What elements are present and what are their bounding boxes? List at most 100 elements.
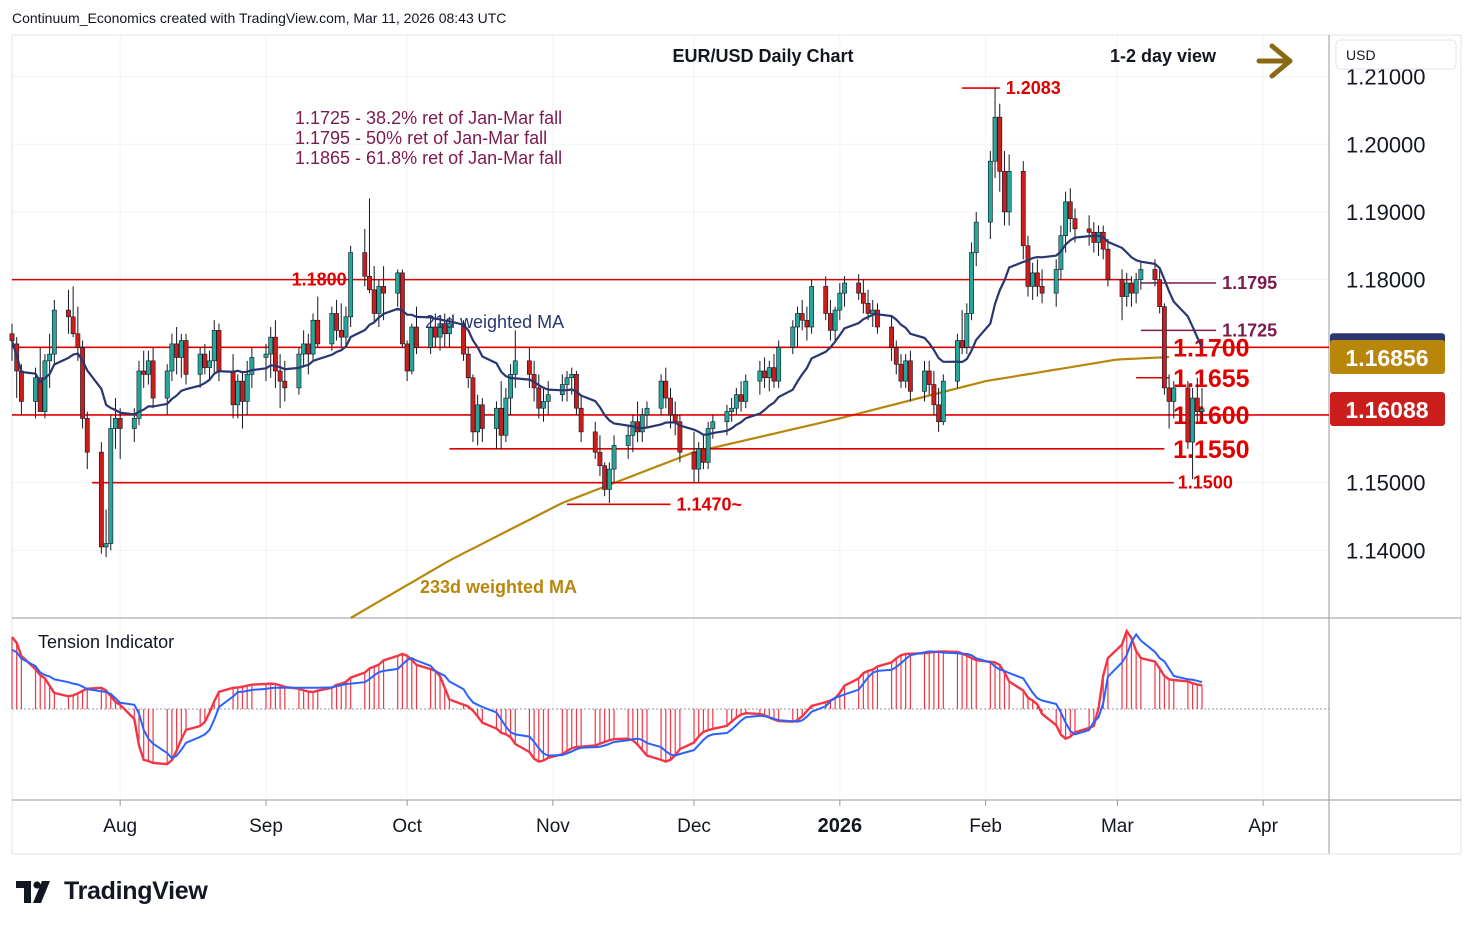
- candle-body-117: [776, 347, 782, 382]
- candle-body-22: [150, 360, 156, 399]
- candle-body-46: [310, 319, 316, 355]
- candle-body-26: [178, 340, 184, 358]
- ma21-line: [10, 234, 1203, 436]
- candle-body-60: [404, 343, 410, 372]
- candle-body-110: [733, 394, 739, 409]
- candle-body-76: [508, 374, 513, 399]
- candle-body-176: [1166, 387, 1172, 402]
- candle-body-103: [691, 451, 697, 470]
- level-label-8: 1.1795: [1222, 273, 1277, 293]
- candle-body-88: [592, 431, 598, 453]
- candle-body-100: [668, 397, 673, 416]
- candle-body-109: [729, 407, 735, 412]
- candle-body-23: [164, 370, 170, 399]
- view-label: 1-2 day view: [1110, 46, 1217, 66]
- chart-title: EUR/USD Daily Chart: [672, 46, 853, 66]
- candle-body-41: [277, 370, 283, 382]
- candle-body-128: [856, 282, 862, 294]
- chart-credit: Continuum_Economics created with Trading…: [12, 10, 507, 26]
- candle-body-130: [865, 303, 871, 314]
- candle-body-106: [705, 428, 711, 463]
- price-tag-1: [1330, 340, 1445, 375]
- candle-body-169: [1124, 282, 1130, 297]
- candle-body-131: [870, 309, 876, 314]
- tension-title: Tension Indicator: [38, 632, 174, 652]
- candle-body-35: [240, 380, 245, 402]
- candle-body-7: [51, 309, 57, 355]
- candle-body-166: [1100, 231, 1106, 250]
- candle-body-158: [1053, 269, 1059, 294]
- candle-body-179: [1190, 397, 1195, 443]
- price-tag-2: [1330, 392, 1445, 427]
- candle-body-52: [348, 252, 354, 318]
- candle-body-10: [75, 333, 81, 348]
- candle-body-123: [823, 286, 829, 314]
- x-tick-label-1: Sep: [249, 816, 283, 837]
- candle-body-59: [399, 272, 405, 345]
- currency-label: USD: [1346, 47, 1376, 63]
- candle-body-124: [828, 313, 833, 331]
- candle-body-32: [216, 330, 222, 372]
- ma233-line: [350, 355, 1170, 619]
- candle-body-2: [19, 370, 24, 402]
- candle-body-63: [428, 326, 434, 348]
- level-label-1: 1.1700: [1173, 334, 1249, 362]
- candle-body-44: [301, 343, 307, 355]
- candle-body-125: [832, 309, 838, 331]
- candle-body-133: [889, 326, 894, 348]
- candle-body-69: [465, 353, 471, 379]
- candle-body-172: [1138, 269, 1144, 280]
- candle-body-104: [696, 448, 702, 470]
- y-tick-label-1: 1.20000: [1346, 132, 1426, 157]
- candle-body-3: [33, 377, 38, 402]
- candle-body-91: [606, 468, 612, 490]
- tradingview-logo-icon: [16, 880, 50, 903]
- candle-body-65: [437, 323, 443, 338]
- candle-body-94: [630, 421, 636, 436]
- level-label-6: 1.2083: [1006, 78, 1061, 98]
- candle-body-29: [202, 353, 208, 368]
- candle-body-38: [263, 353, 269, 358]
- y-tick-label-5: 1.14000: [1346, 538, 1426, 563]
- level-label-2: 1.1600: [1173, 402, 1249, 430]
- candle-body-127: [842, 282, 847, 294]
- candle-body-105: [701, 448, 706, 463]
- candle-body-149: [992, 116, 998, 162]
- candle-body-97: [644, 407, 650, 416]
- level-label-4: 1.1500: [1178, 473, 1233, 493]
- candle-body-115: [766, 367, 772, 379]
- candle-body-160: [1063, 201, 1068, 236]
- tradingview-logo[interactable]: TradingView: [16, 877, 208, 906]
- candle-body-16: [113, 418, 118, 429]
- candle-body-70: [470, 377, 476, 433]
- candle-body-8: [66, 309, 71, 318]
- candle-body-27: [183, 340, 189, 375]
- candle-body-30: [207, 360, 212, 368]
- candle-body-34: [235, 380, 241, 406]
- candle-body-171: [1133, 279, 1139, 294]
- candle-body-64: [432, 326, 438, 338]
- candle-body-142: [940, 380, 946, 423]
- candle-body-145: [964, 313, 970, 348]
- candle-body-92: [611, 445, 617, 470]
- candle-body-62: [414, 326, 419, 348]
- candle-body-162: [1072, 218, 1078, 230]
- candle-body-113: [757, 370, 763, 382]
- annotation-50: 1.1795 - 50% ret of Jan-Mar fall: [295, 128, 547, 148]
- candle-body-161: [1067, 201, 1073, 220]
- candle-body-174: [1157, 279, 1163, 307]
- candle-body-19: [136, 370, 142, 419]
- candle-body-137: [907, 360, 913, 392]
- candle-body-11: [80, 347, 85, 419]
- candle-body-140: [931, 384, 937, 406]
- price-tag-label-1: 1.16856: [1345, 345, 1428, 371]
- ma233-label: 233d weighted MA: [420, 577, 577, 597]
- candle-body-89: [597, 451, 603, 467]
- candle-body-168: [1119, 279, 1125, 297]
- level-label-7: 1.1655: [1173, 365, 1250, 393]
- brand-name: TradingView: [64, 877, 208, 905]
- candle-body-51: [343, 316, 349, 338]
- candle-body-181: [1199, 408, 1205, 412]
- currency-button[interactable]: USD: [1335, 39, 1457, 70]
